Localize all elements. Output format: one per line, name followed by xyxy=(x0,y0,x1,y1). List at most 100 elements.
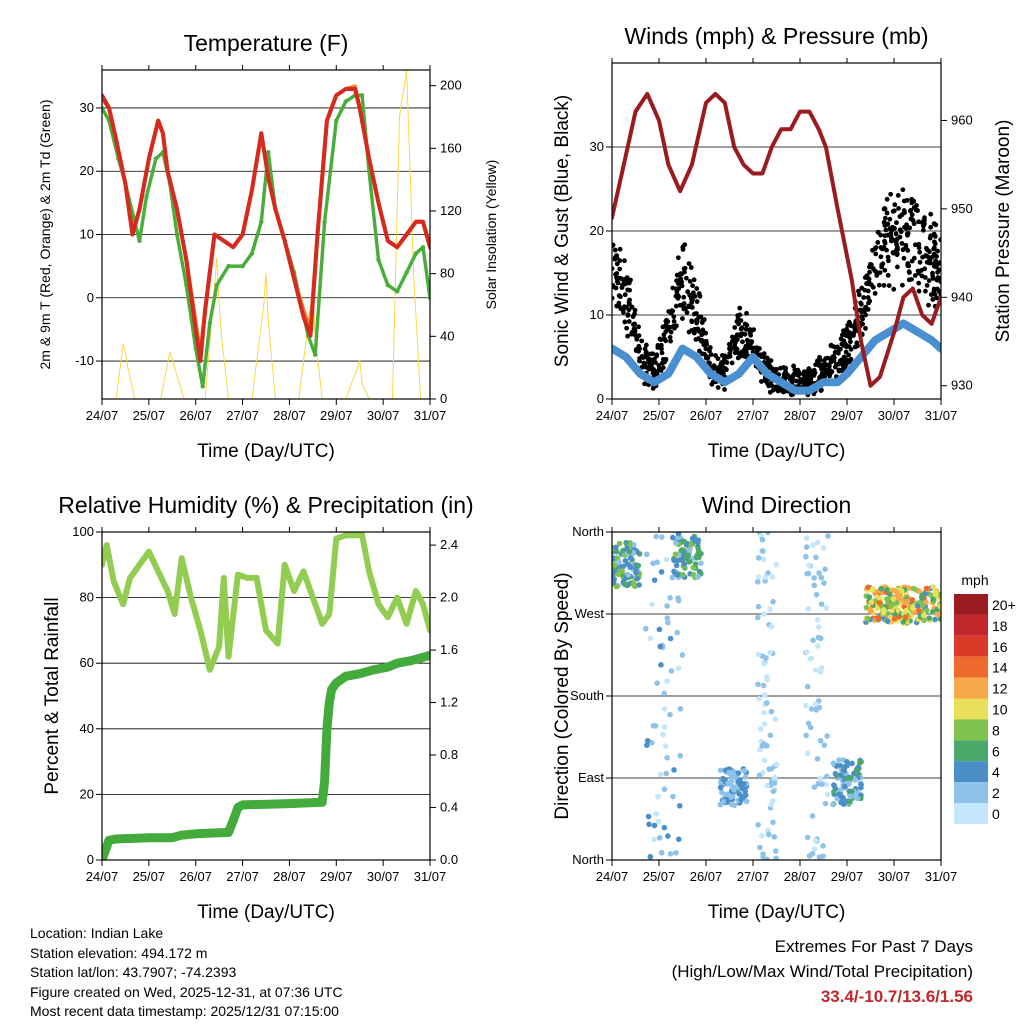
gust-point xyxy=(724,360,730,365)
humidity-xtick-label: 29/07 xyxy=(320,869,353,884)
humidity-y2tick-label: 1.6 xyxy=(440,642,458,657)
direction-point xyxy=(675,595,681,601)
humidity-xlabel: Time (Day/UTC) xyxy=(197,902,335,923)
direction-point xyxy=(619,568,625,574)
gust-point xyxy=(887,216,893,222)
gust-point xyxy=(701,317,707,322)
gust-point xyxy=(876,282,882,288)
direction-point xyxy=(658,662,664,668)
direction-point xyxy=(657,643,664,650)
gust-point xyxy=(919,273,925,279)
legend-label: 16 xyxy=(992,639,1008,655)
direction-point xyxy=(658,569,665,575)
gust-point xyxy=(729,334,735,340)
gust-point xyxy=(748,332,754,338)
gust-point xyxy=(920,227,926,233)
direction-point xyxy=(771,774,778,781)
direction-point xyxy=(934,611,940,618)
direction-point xyxy=(756,772,763,779)
gust-point xyxy=(680,316,685,321)
direction-point xyxy=(803,702,809,709)
direction-point xyxy=(890,587,896,594)
direction-point xyxy=(635,562,642,569)
station-location: Location: Indian Lake xyxy=(30,925,164,941)
gust-point xyxy=(655,343,661,348)
gust-point xyxy=(624,304,629,310)
gust-point xyxy=(885,254,891,260)
temperature-y2tick-label: 160 xyxy=(440,140,462,155)
direction-point xyxy=(664,754,670,761)
direction-point xyxy=(889,607,895,614)
direction-point xyxy=(804,683,811,690)
gust-point xyxy=(686,261,692,267)
humidity-y2tick-label: 2.4 xyxy=(440,537,458,552)
direction-point xyxy=(937,603,941,610)
gust-point xyxy=(835,350,841,356)
gust-point xyxy=(895,264,900,270)
gust-point xyxy=(722,387,727,392)
direction-point xyxy=(643,742,650,749)
temperature-y2tick-label: 200 xyxy=(440,78,462,93)
gust-point xyxy=(923,288,928,294)
direction-point xyxy=(824,773,830,780)
gust-point xyxy=(934,295,940,301)
direction-point xyxy=(767,606,773,613)
direction-point xyxy=(770,598,776,605)
direction-point xyxy=(823,605,829,611)
direction-point xyxy=(852,777,859,783)
gust-point xyxy=(931,245,937,251)
gust-point xyxy=(817,354,822,360)
direction-point xyxy=(864,615,871,622)
gust-point xyxy=(927,260,933,266)
direction-point xyxy=(664,603,670,609)
gust-point xyxy=(836,367,842,373)
direction-point xyxy=(739,793,746,800)
direction-point xyxy=(816,854,823,860)
direction-point xyxy=(644,737,651,744)
gust-point xyxy=(886,258,891,264)
legend-label: 4 xyxy=(992,764,1000,780)
temperature-ytick-label: 30 xyxy=(80,100,94,115)
gust-point xyxy=(689,318,695,324)
gust-point xyxy=(629,304,635,310)
gust-point xyxy=(737,353,743,359)
winds-y2tick-label: 940 xyxy=(951,289,973,304)
gust-point xyxy=(738,318,744,323)
gust-point xyxy=(722,353,728,359)
direction-point xyxy=(740,781,747,787)
direction-point xyxy=(687,542,694,548)
gust-point xyxy=(878,245,884,250)
direction-point xyxy=(660,731,666,738)
dewpoint-point xyxy=(207,320,212,326)
direction-point xyxy=(814,616,821,623)
direction-point xyxy=(759,548,766,554)
gust-point xyxy=(688,294,694,299)
gust-point xyxy=(629,331,635,337)
gust-point xyxy=(791,363,796,369)
gust-point xyxy=(917,249,923,255)
direction-point xyxy=(884,587,890,593)
direction-point xyxy=(672,570,679,577)
extremes-values: 33.4/-10.7/13.6/1.56 xyxy=(820,987,973,1006)
direction-point xyxy=(810,542,816,548)
direction-point xyxy=(823,781,829,788)
gust-point xyxy=(625,312,631,318)
gust-point xyxy=(846,344,852,349)
direction-point xyxy=(717,767,724,774)
gust-point xyxy=(891,286,897,292)
temperature-y2tick-label: 120 xyxy=(440,203,462,218)
gust-point xyxy=(808,374,814,380)
legend-label: 0 xyxy=(992,806,1000,822)
gust-point xyxy=(671,319,677,324)
gust-point xyxy=(890,208,896,214)
gust-point xyxy=(620,282,625,288)
winds-y2label: Station Pressure (Maroon) xyxy=(993,120,1014,343)
gust-point xyxy=(696,314,702,320)
humidity-y2tick-label: 0.0 xyxy=(440,852,458,867)
gust-point xyxy=(899,241,905,246)
dewpoint-point xyxy=(184,282,189,288)
direction-point xyxy=(811,575,817,581)
direction-xtick-label: 29/07 xyxy=(831,869,864,884)
direction-point xyxy=(831,782,837,788)
